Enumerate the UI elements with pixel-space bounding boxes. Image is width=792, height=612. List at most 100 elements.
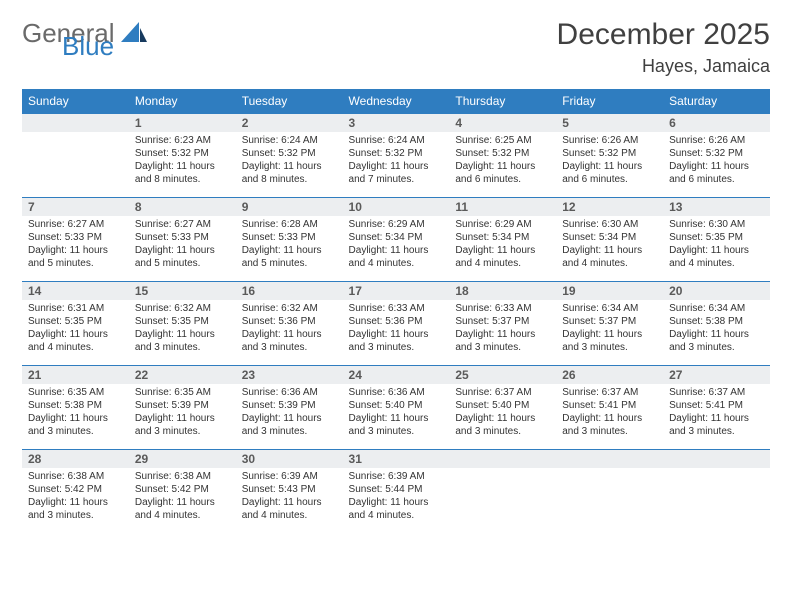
day-details: Sunrise: 6:28 AMSunset: 5:33 PMDaylight:… <box>236 216 343 274</box>
month-title: December 2025 <box>557 18 770 52</box>
day-details: Sunrise: 6:31 AMSunset: 5:35 PMDaylight:… <box>22 300 129 358</box>
day-number: 6 <box>663 114 770 132</box>
calendar-cell: 8Sunrise: 6:27 AMSunset: 5:33 PMDaylight… <box>129 198 236 282</box>
day-number: 11 <box>449 198 556 216</box>
calendar-cell: 23Sunrise: 6:36 AMSunset: 5:39 PMDayligh… <box>236 366 343 450</box>
day-number: 23 <box>236 366 343 384</box>
day-number: 30 <box>236 450 343 468</box>
day-number: 27 <box>663 366 770 384</box>
calendar-cell: 6Sunrise: 6:26 AMSunset: 5:32 PMDaylight… <box>663 114 770 198</box>
day-details: Sunrise: 6:32 AMSunset: 5:35 PMDaylight:… <box>129 300 236 358</box>
day-details: Sunrise: 6:26 AMSunset: 5:32 PMDaylight:… <box>556 132 663 190</box>
calendar-cell: 10Sunrise: 6:29 AMSunset: 5:34 PMDayligh… <box>343 198 450 282</box>
day-details: Sunrise: 6:34 AMSunset: 5:38 PMDaylight:… <box>663 300 770 358</box>
calendar-cell: 28Sunrise: 6:38 AMSunset: 5:42 PMDayligh… <box>22 450 129 534</box>
weekday-header: Thursday <box>449 89 556 114</box>
day-number: 15 <box>129 282 236 300</box>
title-area: December 2025 Hayes, Jamaica <box>557 18 770 77</box>
day-details: Sunrise: 6:37 AMSunset: 5:40 PMDaylight:… <box>449 384 556 442</box>
weekday-header: Tuesday <box>236 89 343 114</box>
calendar-cell: 13Sunrise: 6:30 AMSunset: 5:35 PMDayligh… <box>663 198 770 282</box>
day-number: 22 <box>129 366 236 384</box>
calendar-cell: 2Sunrise: 6:24 AMSunset: 5:32 PMDaylight… <box>236 114 343 198</box>
day-number-empty <box>556 450 663 468</box>
calendar-cell: 1Sunrise: 6:23 AMSunset: 5:32 PMDaylight… <box>129 114 236 198</box>
day-number: 29 <box>129 450 236 468</box>
day-details: Sunrise: 6:29 AMSunset: 5:34 PMDaylight:… <box>449 216 556 274</box>
day-number-empty <box>663 450 770 468</box>
day-number: 28 <box>22 450 129 468</box>
day-number: 17 <box>343 282 450 300</box>
day-details: Sunrise: 6:29 AMSunset: 5:34 PMDaylight:… <box>343 216 450 274</box>
day-number: 7 <box>22 198 129 216</box>
calendar-cell: 27Sunrise: 6:37 AMSunset: 5:41 PMDayligh… <box>663 366 770 450</box>
calendar-cell <box>663 450 770 534</box>
calendar-cell: 12Sunrise: 6:30 AMSunset: 5:34 PMDayligh… <box>556 198 663 282</box>
calendar-row: 14Sunrise: 6:31 AMSunset: 5:35 PMDayligh… <box>22 282 770 366</box>
day-details: Sunrise: 6:34 AMSunset: 5:37 PMDaylight:… <box>556 300 663 358</box>
day-details: Sunrise: 6:32 AMSunset: 5:36 PMDaylight:… <box>236 300 343 358</box>
day-details: Sunrise: 6:36 AMSunset: 5:39 PMDaylight:… <box>236 384 343 442</box>
calendar-cell: 7Sunrise: 6:27 AMSunset: 5:33 PMDaylight… <box>22 198 129 282</box>
calendar-cell: 30Sunrise: 6:39 AMSunset: 5:43 PMDayligh… <box>236 450 343 534</box>
calendar-cell <box>22 114 129 198</box>
day-details: Sunrise: 6:25 AMSunset: 5:32 PMDaylight:… <box>449 132 556 190</box>
day-number: 13 <box>663 198 770 216</box>
day-details: Sunrise: 6:38 AMSunset: 5:42 PMDaylight:… <box>129 468 236 526</box>
calendar-cell: 17Sunrise: 6:33 AMSunset: 5:36 PMDayligh… <box>343 282 450 366</box>
calendar-cell: 18Sunrise: 6:33 AMSunset: 5:37 PMDayligh… <box>449 282 556 366</box>
calendar-cell: 15Sunrise: 6:32 AMSunset: 5:35 PMDayligh… <box>129 282 236 366</box>
day-number: 1 <box>129 114 236 132</box>
day-details: Sunrise: 6:30 AMSunset: 5:35 PMDaylight:… <box>663 216 770 274</box>
day-details: Sunrise: 6:23 AMSunset: 5:32 PMDaylight:… <box>129 132 236 190</box>
weekday-header: Friday <box>556 89 663 114</box>
day-number-empty <box>449 450 556 468</box>
day-details: Sunrise: 6:24 AMSunset: 5:32 PMDaylight:… <box>343 132 450 190</box>
day-number: 20 <box>663 282 770 300</box>
day-number: 4 <box>449 114 556 132</box>
calendar-cell: 22Sunrise: 6:35 AMSunset: 5:39 PMDayligh… <box>129 366 236 450</box>
weekday-header: Saturday <box>663 89 770 114</box>
weekday-header: Monday <box>129 89 236 114</box>
calendar-header-row: SundayMondayTuesdayWednesdayThursdayFrid… <box>22 89 770 114</box>
calendar-cell: 31Sunrise: 6:39 AMSunset: 5:44 PMDayligh… <box>343 450 450 534</box>
day-details: Sunrise: 6:37 AMSunset: 5:41 PMDaylight:… <box>556 384 663 442</box>
day-number: 18 <box>449 282 556 300</box>
day-number: 26 <box>556 366 663 384</box>
calendar-cell: 16Sunrise: 6:32 AMSunset: 5:36 PMDayligh… <box>236 282 343 366</box>
calendar-table: SundayMondayTuesdayWednesdayThursdayFrid… <box>22 89 770 534</box>
day-number: 19 <box>556 282 663 300</box>
calendar-body: 1Sunrise: 6:23 AMSunset: 5:32 PMDaylight… <box>22 114 770 534</box>
weekday-header: Sunday <box>22 89 129 114</box>
day-number: 5 <box>556 114 663 132</box>
day-details: Sunrise: 6:38 AMSunset: 5:42 PMDaylight:… <box>22 468 129 526</box>
calendar-cell: 19Sunrise: 6:34 AMSunset: 5:37 PMDayligh… <box>556 282 663 366</box>
day-details: Sunrise: 6:37 AMSunset: 5:41 PMDaylight:… <box>663 384 770 442</box>
day-number: 9 <box>236 198 343 216</box>
calendar-row: 21Sunrise: 6:35 AMSunset: 5:38 PMDayligh… <box>22 366 770 450</box>
day-details: Sunrise: 6:35 AMSunset: 5:39 PMDaylight:… <box>129 384 236 442</box>
calendar-row: 1Sunrise: 6:23 AMSunset: 5:32 PMDaylight… <box>22 114 770 198</box>
calendar-cell: 11Sunrise: 6:29 AMSunset: 5:34 PMDayligh… <box>449 198 556 282</box>
calendar-cell: 25Sunrise: 6:37 AMSunset: 5:40 PMDayligh… <box>449 366 556 450</box>
day-number: 12 <box>556 198 663 216</box>
calendar-cell: 24Sunrise: 6:36 AMSunset: 5:40 PMDayligh… <box>343 366 450 450</box>
logo-word-2: Blue <box>62 31 114 62</box>
calendar-row: 7Sunrise: 6:27 AMSunset: 5:33 PMDaylight… <box>22 198 770 282</box>
day-number: 24 <box>343 366 450 384</box>
day-number: 3 <box>343 114 450 132</box>
calendar-cell: 20Sunrise: 6:34 AMSunset: 5:38 PMDayligh… <box>663 282 770 366</box>
calendar-cell: 21Sunrise: 6:35 AMSunset: 5:38 PMDayligh… <box>22 366 129 450</box>
location: Hayes, Jamaica <box>557 56 770 77</box>
day-number-empty <box>22 114 129 132</box>
day-number: 25 <box>449 366 556 384</box>
calendar-cell: 14Sunrise: 6:31 AMSunset: 5:35 PMDayligh… <box>22 282 129 366</box>
day-number: 10 <box>343 198 450 216</box>
day-details: Sunrise: 6:27 AMSunset: 5:33 PMDaylight:… <box>22 216 129 274</box>
header: General Blue December 2025 Hayes, Jamaic… <box>22 18 770 77</box>
day-details: Sunrise: 6:33 AMSunset: 5:37 PMDaylight:… <box>449 300 556 358</box>
calendar-cell: 5Sunrise: 6:26 AMSunset: 5:32 PMDaylight… <box>556 114 663 198</box>
day-number: 16 <box>236 282 343 300</box>
day-details: Sunrise: 6:33 AMSunset: 5:36 PMDaylight:… <box>343 300 450 358</box>
weekday-header: Wednesday <box>343 89 450 114</box>
